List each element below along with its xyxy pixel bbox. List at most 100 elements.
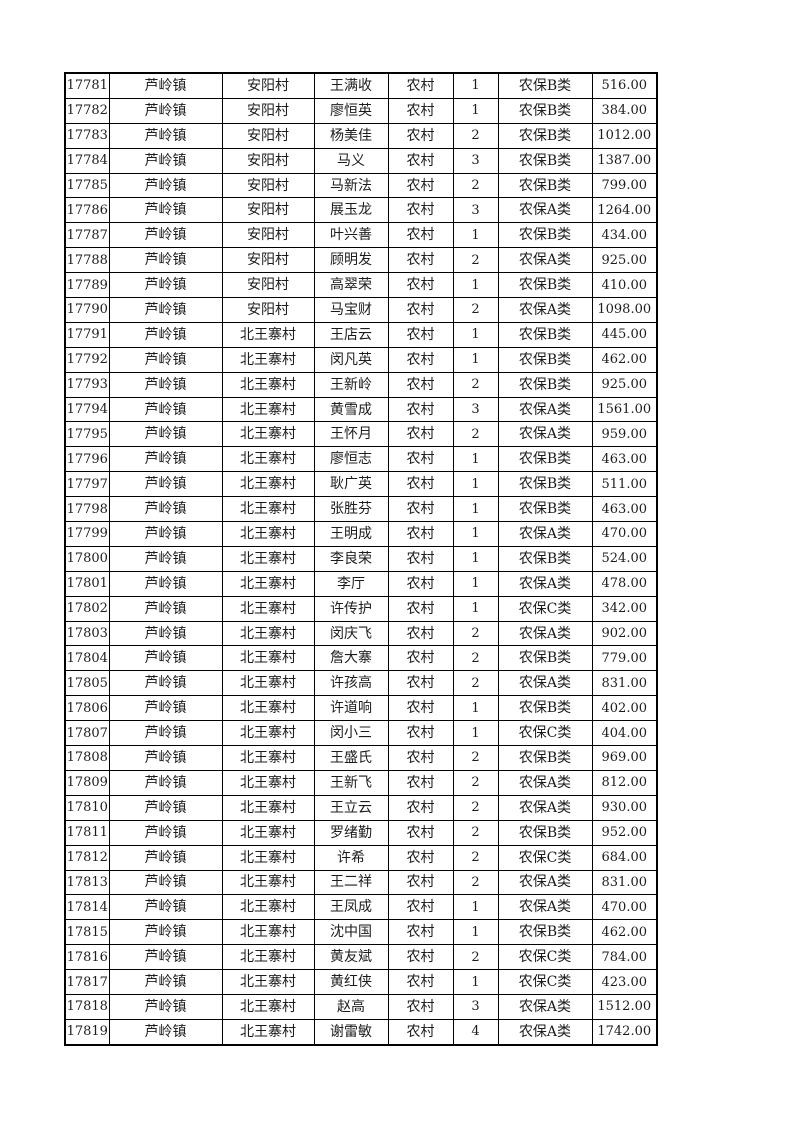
- cell-person-count: 2: [452, 819, 499, 846]
- cell-town: 芦岭镇: [108, 247, 223, 274]
- cell-amount: 902.00: [591, 620, 658, 647]
- cell-record-id: 17782: [64, 97, 110, 124]
- cell-insurance-category: 农保B类: [497, 745, 593, 771]
- cell-amount: 1264.00: [591, 197, 658, 224]
- cell-residence-type: 农村: [387, 321, 454, 348]
- cell-residence-type: 农村: [387, 247, 454, 274]
- cell-residence-type: 农村: [387, 122, 454, 149]
- cell-record-id: 17814: [64, 894, 110, 921]
- cell-person-name: 高翠荣: [313, 272, 389, 299]
- cell-record-id: 17785: [64, 172, 110, 199]
- cell-record-id: 17794: [64, 396, 110, 423]
- cell-village: 北王寨村: [221, 471, 315, 498]
- cell-residence-type: 农村: [387, 421, 454, 448]
- cell-person-count: 1: [452, 321, 499, 348]
- cell-town: 芦岭镇: [108, 769, 223, 796]
- cell-residence-type: 农村: [387, 1018, 454, 1046]
- table-row: 17808 芦岭镇 北王寨村 王盛氏 农村 2 农保B类 969.00: [64, 745, 658, 771]
- cell-village: 北王寨村: [221, 521, 315, 547]
- table-row: 17796 芦岭镇 北王寨村 廖恒志 农村 1 农保B类 463.00: [64, 446, 658, 473]
- cell-amount: 463.00: [591, 446, 658, 473]
- cell-person-name: 詹大寨: [313, 645, 389, 672]
- cell-village: 安阳村: [221, 247, 315, 274]
- cell-town: 芦岭镇: [108, 670, 223, 697]
- cell-amount: 404.00: [591, 720, 658, 747]
- cell-insurance-category: 农保A类: [497, 670, 593, 697]
- table-row: 17812 芦岭镇 北王寨村 许希 农村 2 农保C类 684.00: [64, 844, 658, 871]
- cell-record-id: 17808: [64, 745, 110, 771]
- benefit-records-table-body: 17781 芦岭镇 安阳村 王满收 农村 1 农保B类 516.00 17782…: [64, 72, 658, 1046]
- cell-town: 芦岭镇: [108, 745, 223, 771]
- table-row: 17794 芦岭镇 北王寨村 黄雪成 农村 3 农保A类 1561.00: [64, 396, 658, 423]
- cell-amount: 342.00: [591, 595, 658, 622]
- cell-village: 北王寨村: [221, 993, 315, 1020]
- benefit-records-table: 17781 芦岭镇 安阳村 王满收 农村 1 农保B类 516.00 17782…: [64, 72, 658, 1046]
- cell-person-name: 马宝财: [313, 297, 389, 323]
- cell-town: 芦岭镇: [108, 894, 223, 921]
- cell-village: 安阳村: [221, 122, 315, 149]
- cell-person-name: 王新岭: [313, 371, 389, 398]
- cell-amount: 952.00: [591, 819, 658, 846]
- cell-person-count: 3: [452, 396, 499, 423]
- cell-insurance-category: 农保B类: [497, 147, 593, 174]
- cell-person-name: 王盛氏: [313, 745, 389, 771]
- cell-residence-type: 农村: [387, 645, 454, 672]
- cell-insurance-category: 农保A类: [497, 769, 593, 796]
- cell-insurance-category: 农保A类: [497, 421, 593, 448]
- cell-residence-type: 农村: [387, 969, 454, 995]
- cell-residence-type: 农村: [387, 471, 454, 498]
- cell-village: 北王寨村: [221, 695, 315, 722]
- cell-record-id: 17792: [64, 346, 110, 373]
- cell-village: 北王寨村: [221, 421, 315, 448]
- cell-residence-type: 农村: [387, 745, 454, 771]
- table-row: 17798 芦岭镇 北王寨村 张胜芬 农村 1 农保B类 463.00: [64, 496, 658, 523]
- cell-person-count: 2: [452, 371, 499, 398]
- cell-person-count: 4: [452, 1018, 499, 1046]
- table-row: 17787 芦岭镇 安阳村 叶兴善 农村 1 农保B类 434.00: [64, 222, 658, 249]
- table-row: 17816 芦岭镇 北王寨村 黄友斌 农村 2 农保C类 784.00: [64, 944, 658, 971]
- cell-record-id: 17789: [64, 272, 110, 299]
- cell-village: 安阳村: [221, 97, 315, 124]
- cell-record-id: 17791: [64, 321, 110, 348]
- cell-record-id: 17800: [64, 545, 110, 572]
- cell-person-count: 2: [452, 297, 499, 323]
- cell-town: 芦岭镇: [108, 944, 223, 971]
- cell-town: 芦岭镇: [108, 620, 223, 647]
- cell-village: 北王寨村: [221, 969, 315, 995]
- cell-record-id: 17807: [64, 720, 110, 747]
- cell-residence-type: 农村: [387, 521, 454, 547]
- cell-insurance-category: 农保C类: [497, 944, 593, 971]
- cell-residence-type: 农村: [387, 720, 454, 747]
- table-row: 17786 芦岭镇 安阳村 展玉龙 农村 3 农保A类 1264.00: [64, 197, 658, 224]
- cell-town: 芦岭镇: [108, 869, 223, 896]
- cell-record-id: 17811: [64, 819, 110, 846]
- cell-town: 芦岭镇: [108, 570, 223, 597]
- cell-amount: 463.00: [591, 496, 658, 523]
- cell-insurance-category: 农保A类: [497, 247, 593, 274]
- cell-residence-type: 农村: [387, 819, 454, 846]
- cell-person-count: 2: [452, 769, 499, 796]
- cell-town: 芦岭镇: [108, 595, 223, 622]
- cell-town: 芦岭镇: [108, 222, 223, 249]
- cell-insurance-category: 农保A类: [497, 396, 593, 423]
- table-row: 17815 芦岭镇 北王寨村 沈中国 农村 1 农保B类 462.00: [64, 919, 658, 946]
- cell-insurance-category: 农保B类: [497, 919, 593, 946]
- cell-person-count: 2: [452, 944, 499, 971]
- cell-person-name: 王新飞: [313, 769, 389, 796]
- cell-person-count: 1: [452, 72, 499, 99]
- cell-amount: 1512.00: [591, 993, 658, 1020]
- cell-amount: 1012.00: [591, 122, 658, 149]
- cell-insurance-category: 农保C类: [497, 844, 593, 871]
- cell-person-name: 叶兴善: [313, 222, 389, 249]
- table-row: 17802 芦岭镇 北王寨村 许传护 农村 1 农保C类 342.00: [64, 595, 658, 622]
- table-row: 17781 芦岭镇 安阳村 王满收 农村 1 农保B类 516.00: [64, 72, 658, 99]
- cell-person-name: 闵庆飞: [313, 620, 389, 647]
- cell-insurance-category: 农保B类: [497, 819, 593, 846]
- cell-amount: 779.00: [591, 645, 658, 672]
- cell-record-id: 17816: [64, 944, 110, 971]
- cell-person-name: 黄红侠: [313, 969, 389, 995]
- cell-record-id: 17795: [64, 421, 110, 448]
- cell-village: 北王寨村: [221, 769, 315, 796]
- cell-person-count: 1: [452, 570, 499, 597]
- cell-insurance-category: 农保A类: [497, 993, 593, 1020]
